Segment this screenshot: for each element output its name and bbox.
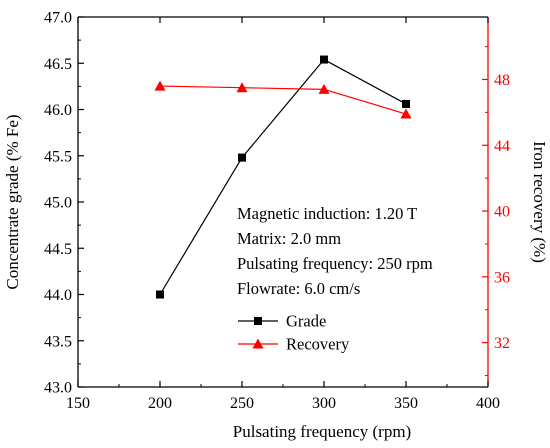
y-left-tick-label: 44.0 [44,287,72,304]
y-axis-right-label: Iron recovery (%) [530,141,549,263]
x-tick-label: 200 [148,395,172,412]
legend-marker [254,317,262,325]
y-left-tick-label: 46.5 [44,56,72,73]
grade-point [402,99,410,108]
grade-series-line [159,58,407,295]
legend-label: Recovery [286,335,350,354]
legend-marker [252,338,264,349]
y-right-tick-label: 40 [494,204,510,221]
y-left-tick-label: 43.5 [44,333,72,350]
y-axis-left-label: Concentrate grade (% Fe) [3,114,22,289]
recovery-point [318,83,330,94]
y-left-tick-label: 43.0 [44,380,72,397]
legend: Grade Recovery [238,312,350,354]
annotation-line: Matrix: 2.0 mm [237,229,341,248]
x-tick-label: 350 [394,395,418,412]
annotation-line: Pulsating frequency: 250 rpm [237,254,433,273]
grade-point [238,153,246,162]
y-left-tick-label: 47.0 [44,10,72,27]
y-left-tick-label: 46.0 [44,102,72,119]
y-right-tick-label: 32 [494,335,510,352]
x-tick-label: 150 [66,395,90,412]
x-tick-label: 300 [312,395,336,412]
recovery-point [236,82,248,93]
grade-point [156,290,164,299]
annotation-line: Flowrate: 6.0 cm/s [237,279,360,298]
grade-point [320,55,328,64]
recovery-point [400,108,412,119]
y-right-tick-label: 44 [494,138,510,155]
annotation-layer: Magnetic induction: 1.20 T Matrix: 2.0 mm… [237,204,433,298]
x-axis-label: Pulsating frequency (rpm) [233,422,411,441]
y-left-tick-label: 45.0 [44,195,72,212]
y-right-tick-label: 48 [494,72,510,89]
y-left-tick-label: 45.5 [44,148,72,165]
x-tick-label: 400 [476,395,500,412]
legend-label: Grade [286,312,326,331]
series-layer [154,55,412,299]
annotation-line: Magnetic induction: 1.20 T [237,204,417,223]
recovery-series-line [159,85,407,115]
y-left-tick-label: 44.5 [44,241,72,258]
x-tick-label: 250 [230,395,254,412]
y-right-tick-label: 36 [494,269,510,286]
recovery-point [154,80,166,91]
axes: 150 200 250 300 350 400 43.0 43.5 44.0 44.5 45.0 45… [44,10,510,413]
